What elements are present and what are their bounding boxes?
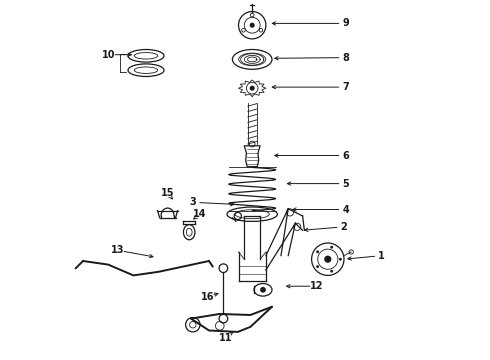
Text: 10: 10 — [101, 50, 115, 60]
Circle shape — [339, 258, 342, 261]
Circle shape — [324, 256, 331, 263]
Text: 1: 1 — [378, 251, 385, 261]
Circle shape — [250, 23, 255, 28]
Text: 3: 3 — [190, 197, 196, 207]
Circle shape — [330, 246, 333, 249]
Text: 14: 14 — [193, 209, 207, 219]
Text: 12: 12 — [310, 281, 324, 291]
Circle shape — [316, 250, 319, 253]
Text: 4: 4 — [343, 204, 349, 215]
Text: 6: 6 — [343, 150, 349, 161]
Text: 11: 11 — [219, 333, 232, 343]
Text: 2: 2 — [341, 222, 347, 232]
Circle shape — [260, 287, 266, 293]
Text: 13: 13 — [110, 245, 124, 255]
Text: 5: 5 — [343, 179, 349, 189]
Circle shape — [250, 86, 255, 91]
Circle shape — [316, 265, 319, 268]
Text: 8: 8 — [343, 53, 349, 63]
Circle shape — [330, 270, 333, 273]
Text: 7: 7 — [343, 82, 349, 92]
Text: 15: 15 — [161, 188, 174, 198]
Text: 9: 9 — [343, 18, 349, 28]
Text: 16: 16 — [200, 292, 214, 302]
